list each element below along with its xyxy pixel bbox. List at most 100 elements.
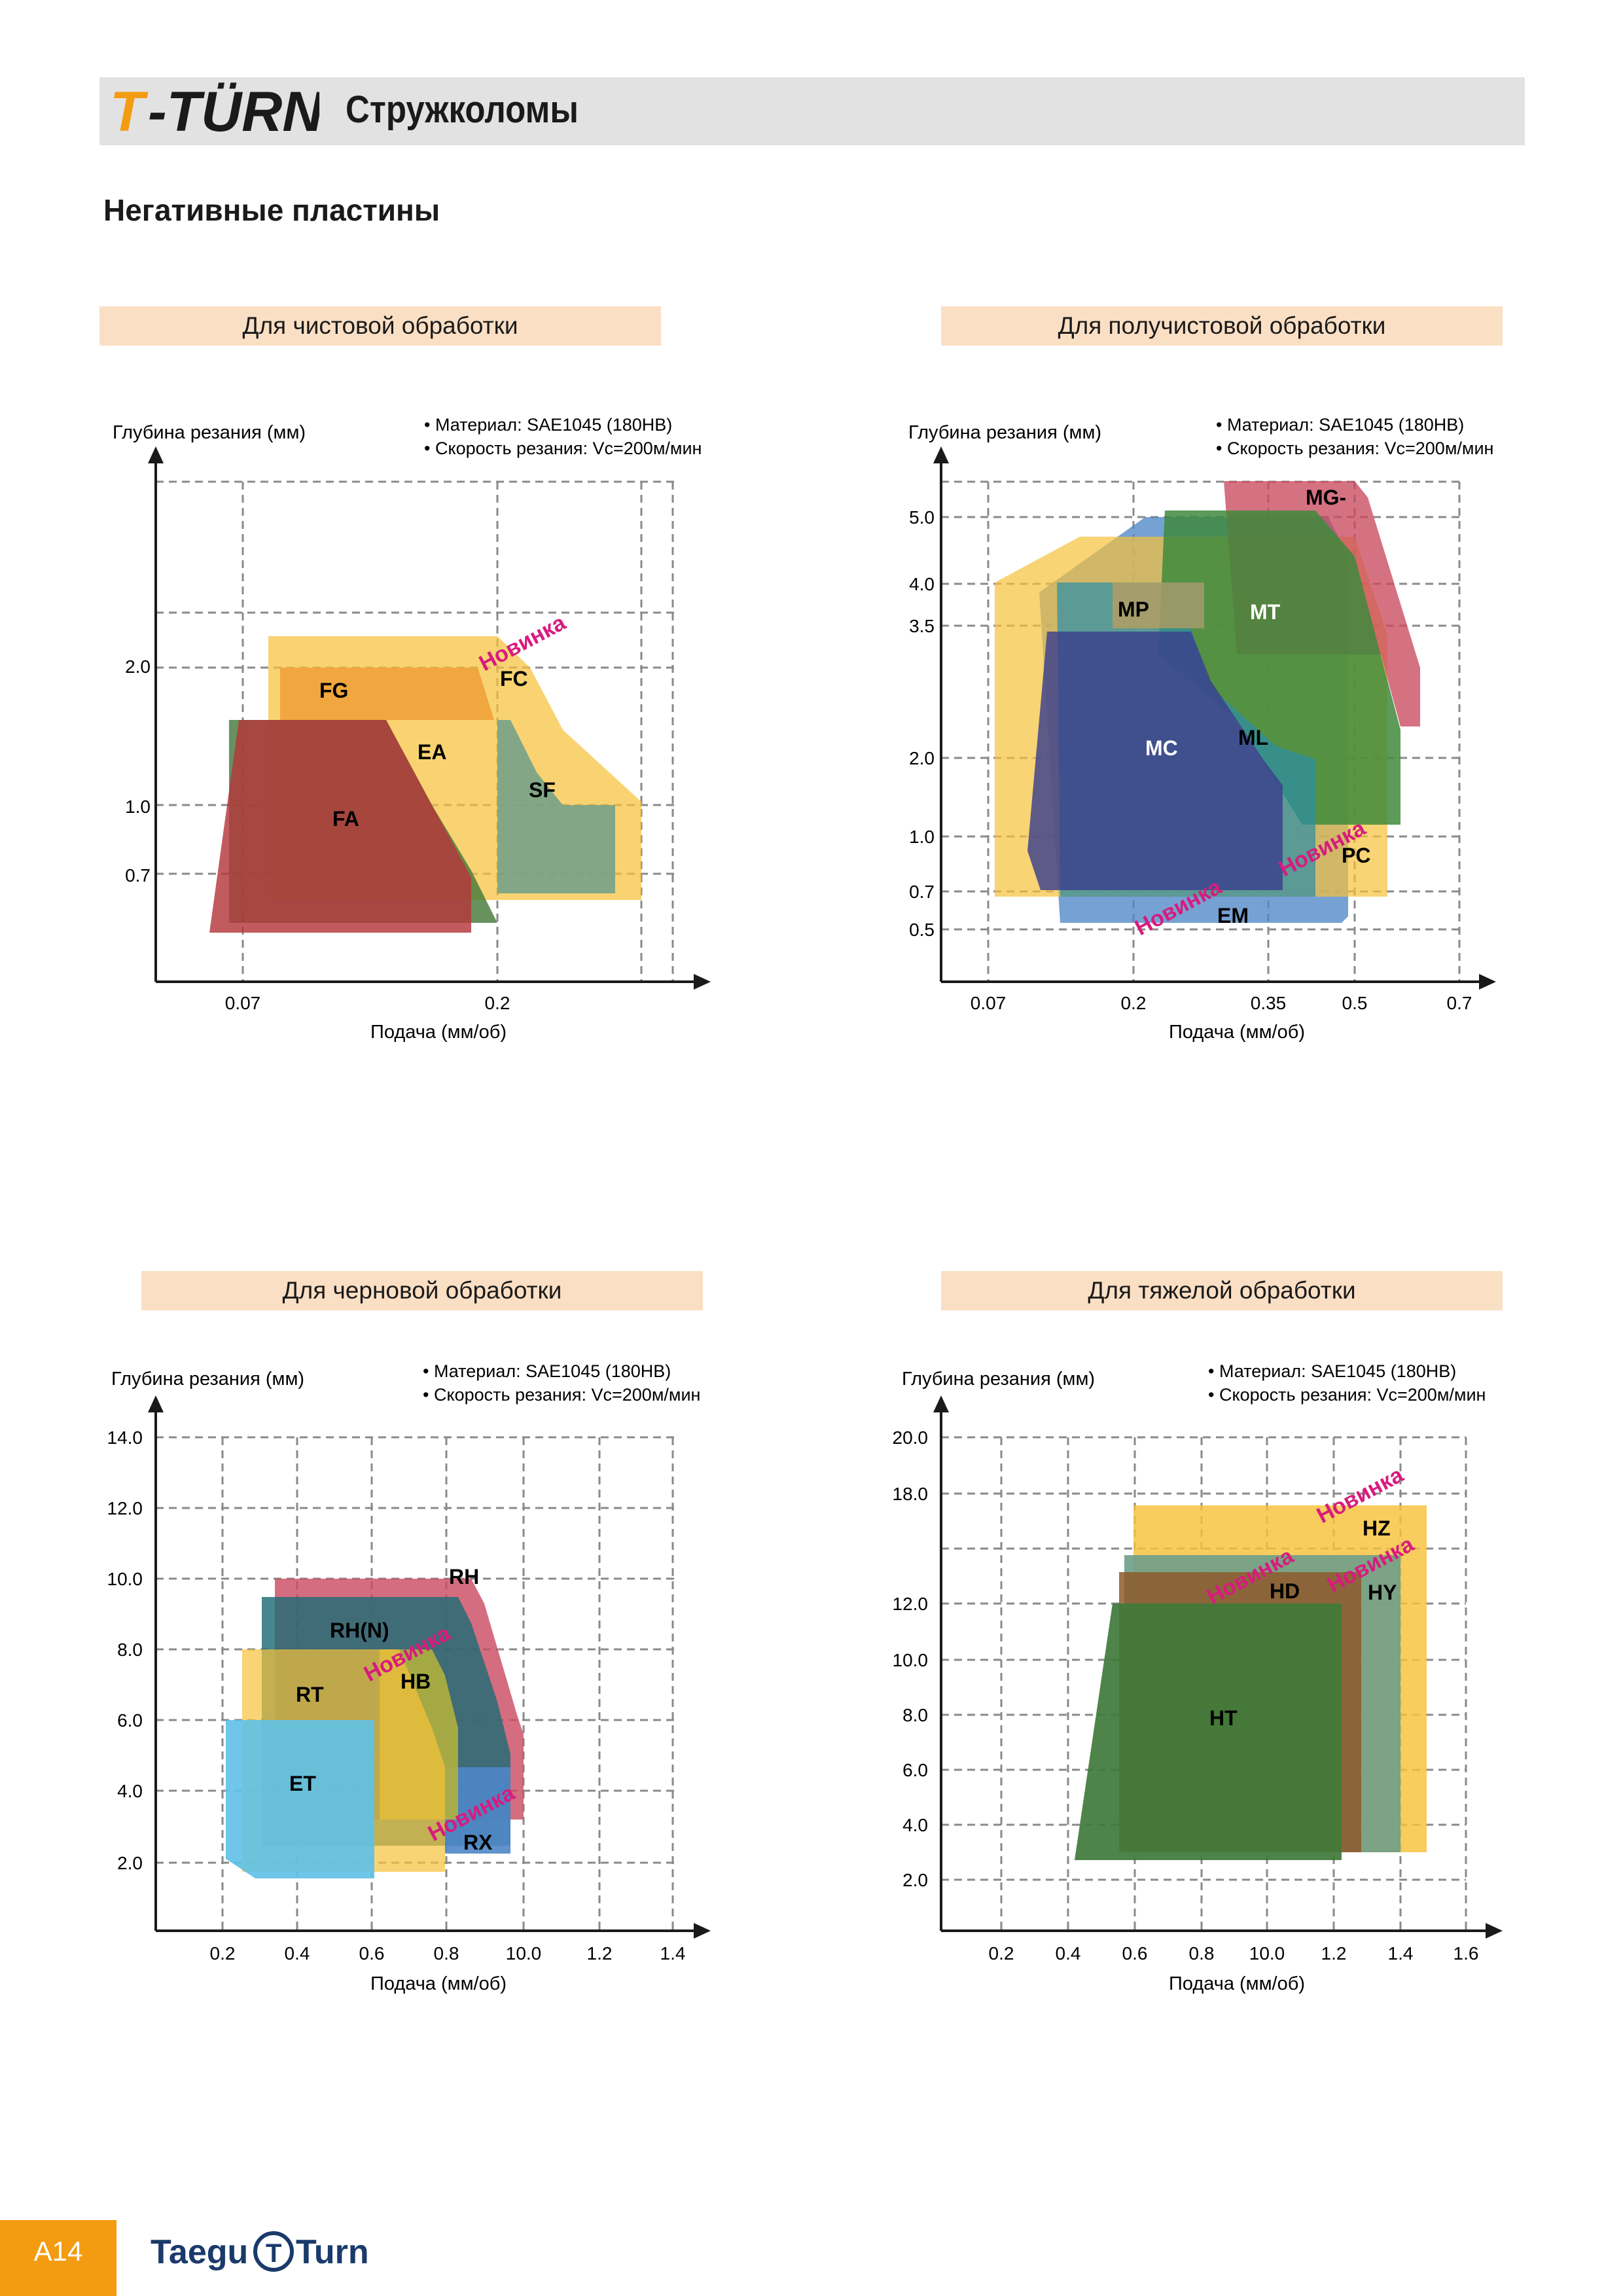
y-tick: 1.0 (909, 827, 935, 847)
x-tick: 1.4 (660, 1943, 686, 1964)
note-material: • Материал: SAE1045 (180HB) (1208, 1361, 1456, 1381)
series-label-hb: HB (401, 1670, 431, 1693)
x-tick: 0.7 (1447, 993, 1472, 1013)
chart-finishing: Глубина резания (мм) • Материал: SAE1045… (113, 415, 711, 1043)
series-label-mc: MC (1145, 736, 1178, 760)
x-axis-label: Подача (мм/об) (370, 1973, 507, 1994)
series-label-sf: SF (529, 778, 556, 802)
page-number: A14 (0, 2220, 116, 2296)
x-tick: 0.07 (225, 993, 261, 1013)
region-ht (1075, 1604, 1342, 1860)
series-label-rt: RT (296, 1683, 324, 1706)
t-turn-logo: T -TÜRN (110, 81, 319, 143)
series-label-mt: MT (1250, 600, 1281, 624)
series-label-fc: FC (500, 667, 528, 691)
panel-title-finishing: Для чистовой обработки (99, 306, 661, 346)
x-axis-label: Подача (мм/об) (1169, 1973, 1305, 1994)
note-material: • Материал: SAE1045 (180HB) (424, 415, 672, 435)
x-tick: 1.4 (1388, 1943, 1414, 1964)
y-tick: 2.0 (125, 656, 151, 677)
y-tick: 1.0 (125, 797, 151, 817)
series-label-fg: FG (319, 679, 348, 702)
series-label-mp: MP (1118, 598, 1149, 621)
region-fg (280, 668, 494, 720)
note-speed: • Скорость резания: Vc=200м/мин (424, 439, 702, 458)
series-label-fa: FA (332, 807, 359, 831)
note-speed: • Скорость резания: Vc=200м/мин (1216, 439, 1493, 458)
y-tick: 10.0 (107, 1569, 143, 1589)
region-mp (1113, 583, 1204, 628)
svg-text:T: T (266, 2239, 281, 2268)
x-axis-label: Подача (мм/об) (370, 1022, 507, 1043)
series-label-ml: ML (1238, 726, 1268, 749)
y-axis-label: Глубина резания (мм) (113, 422, 306, 443)
x-tick: 0.5 (1342, 993, 1368, 1013)
x-tick: 10.0 (1249, 1943, 1285, 1964)
x-tick: 0.8 (434, 1943, 459, 1964)
y-tick: 4.0 (902, 1815, 928, 1835)
y-tick: 4.0 (909, 574, 935, 594)
x-tick: 0.2 (210, 1943, 236, 1964)
y-tick: 8.0 (117, 1640, 143, 1660)
x-tick: 1.2 (587, 1943, 613, 1964)
x-tick: 0.6 (359, 1943, 385, 1964)
svg-text:T: T (110, 81, 149, 143)
series-label-rh: RH (449, 1565, 479, 1588)
x-tick: 0.35 (1251, 993, 1287, 1013)
y-tick: 8.0 (902, 1705, 928, 1725)
series-label-mg: MG- (1306, 486, 1346, 509)
y-tick: 0.7 (909, 882, 935, 902)
series-label-rx: RX (463, 1831, 493, 1854)
note-material: • Материал: SAE1045 (180HB) (1216, 415, 1464, 435)
series-label-hd: HD (1270, 1579, 1300, 1603)
y-tick: 6.0 (902, 1760, 928, 1780)
chart-heavy: Глубина резания (мм) • Материал: SAE1045… (893, 1361, 1503, 1994)
y-tick: 5.0 (909, 507, 935, 528)
x-tick: 0.2 (485, 993, 510, 1013)
series-label-rhn: RH(N) (330, 1619, 389, 1642)
x-tick: 0.4 (285, 1943, 310, 1964)
x-tick: 1.6 (1454, 1943, 1479, 1964)
svg-text:-TÜRN: -TÜRN (148, 81, 319, 143)
y-axis-label: Глубина резания (мм) (902, 1369, 1095, 1390)
taegu-turn-logo: Taegu T Turn (151, 2231, 369, 2272)
series-label-ht: HT (1209, 1706, 1238, 1730)
region-sf (497, 720, 615, 893)
series-label-em: EM (1217, 904, 1249, 927)
x-tick: 0.6 (1122, 1943, 1148, 1964)
y-tick: 4.0 (117, 1781, 143, 1801)
x-tick: 0.4 (1056, 1943, 1081, 1964)
section-title: Негативные пластины (103, 193, 440, 227)
region-fa (209, 720, 471, 933)
y-tick: 18.0 (893, 1484, 929, 1504)
note-material: • Материал: SAE1045 (180HB) (423, 1361, 671, 1381)
chart-semi-finishing: Глубина резания (мм) • Материал: SAE1045… (908, 415, 1496, 1043)
x-tick: 1.2 (1321, 1943, 1347, 1964)
y-tick: 2.0 (909, 748, 935, 768)
x-tick: 0.2 (1121, 993, 1147, 1013)
chart-roughing: Глубина резания (мм) • Материал: SAE1045… (107, 1361, 711, 1994)
y-axis-label: Глубина резания (мм) (111, 1369, 304, 1390)
panel-title-heavy: Для тяжелой обработки (941, 1271, 1503, 1310)
y-tick: 12.0 (107, 1498, 143, 1518)
y-tick: 0.7 (125, 865, 151, 886)
region-mc (1027, 632, 1283, 890)
panel-title-semi-finishing: Для получистовой обработки (941, 306, 1503, 346)
region-et (226, 1720, 374, 1878)
x-tick: 0.07 (971, 993, 1007, 1013)
region-rx (445, 1767, 510, 1854)
series-label-et: ET (289, 1772, 316, 1795)
y-tick: 12.0 (893, 1594, 929, 1614)
y-tick: 2.0 (902, 1870, 928, 1890)
x-tick: 0.2 (989, 1943, 1014, 1964)
series-label-pc: PC (1342, 844, 1370, 867)
region-mt (1158, 511, 1400, 825)
note-speed: • Скорость резания: Vc=200м/мин (1208, 1385, 1486, 1405)
panel-title-roughing: Для черновой обработки (141, 1271, 703, 1310)
y-tick: 2.0 (117, 1853, 143, 1873)
note-speed: • Скорость резания: Vc=200м/мин (423, 1385, 700, 1405)
y-tick: 14.0 (107, 1427, 143, 1448)
x-axis-label: Подача (мм/об) (1169, 1022, 1305, 1043)
y-tick: 6.0 (117, 1710, 143, 1731)
header-band (99, 77, 1525, 145)
